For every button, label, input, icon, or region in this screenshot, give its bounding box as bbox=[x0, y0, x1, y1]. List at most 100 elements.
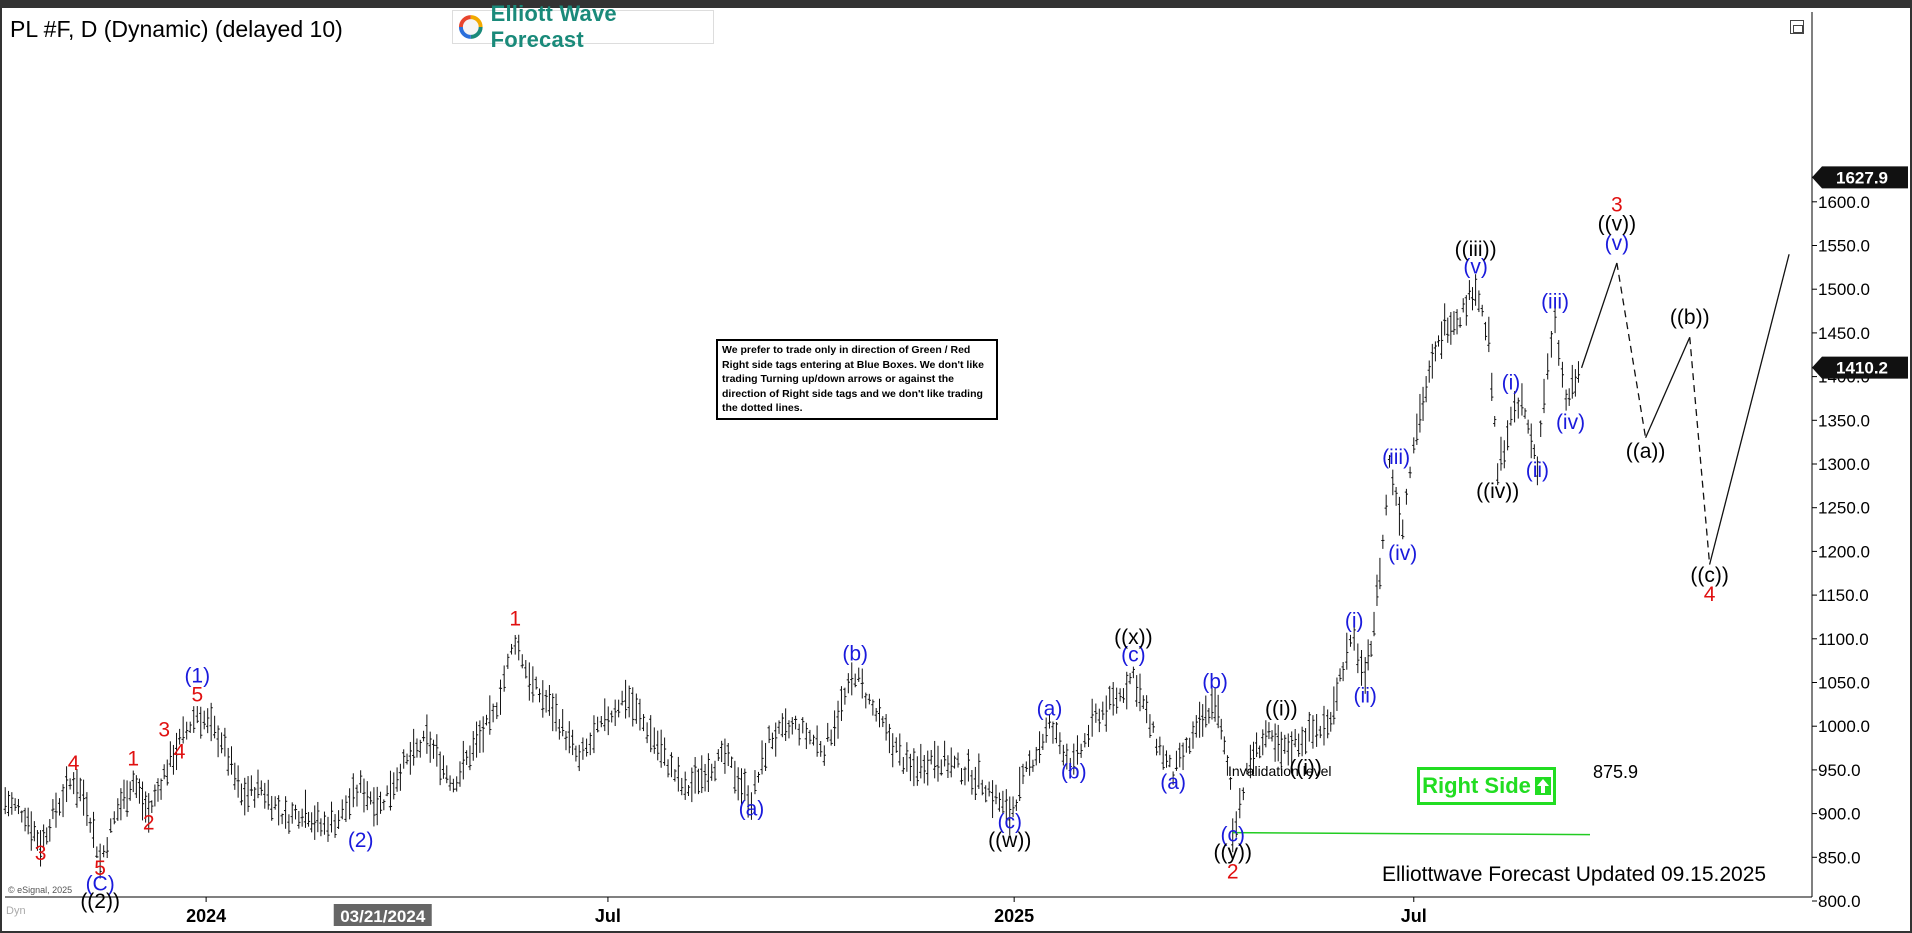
wave-label: 5 bbox=[94, 857, 106, 880]
wave-label: (C) bbox=[86, 873, 115, 896]
max-price-box bbox=[1812, 166, 1908, 189]
right-side-label: Right Side bbox=[1422, 773, 1531, 798]
projection-path bbox=[1580, 254, 1790, 565]
wave-label: (a) bbox=[1037, 698, 1063, 721]
wave-label: (ii) bbox=[1354, 685, 1377, 708]
wave-label: 1 bbox=[127, 748, 139, 771]
wave-label: (c) bbox=[1220, 824, 1245, 847]
wave-label: ((iii)) bbox=[1455, 238, 1497, 261]
copyright: © eSignal, 2025 bbox=[8, 885, 73, 895]
wave-label: (iv) bbox=[1388, 542, 1417, 565]
wave-label: 4 bbox=[1704, 583, 1716, 606]
wave-label: ((x)) bbox=[1114, 626, 1152, 649]
wave-label: (b) bbox=[842, 643, 868, 666]
wave-label: 5 bbox=[191, 684, 203, 707]
y-tick-label: 1600.0 bbox=[1818, 193, 1870, 212]
wave-label: 3 bbox=[1611, 193, 1623, 216]
last-price: 1410.2 bbox=[1812, 356, 1908, 379]
trading-note: We prefer to trade only in direction of … bbox=[716, 339, 998, 420]
cursor-date-label: 03/21/2024 bbox=[340, 907, 426, 926]
x-tick-label: 2024 bbox=[186, 906, 226, 926]
wave-label: (iii) bbox=[1541, 290, 1569, 313]
wave-label: (1) bbox=[184, 665, 210, 688]
logo: Elliott Wave Forecast bbox=[452, 1, 714, 52]
dyn-label: Dyn bbox=[6, 905, 26, 917]
wave-label: 2 bbox=[1227, 860, 1239, 883]
logo-swirl-icon bbox=[458, 15, 483, 39]
y-tick-label: 1100.0 bbox=[1818, 630, 1869, 649]
wave-label: (c) bbox=[997, 810, 1022, 833]
last-price-box bbox=[1812, 356, 1908, 379]
invalidation-line bbox=[1232, 831, 1591, 836]
wave-label: (i) bbox=[1345, 609, 1364, 632]
wave-label: 1 bbox=[509, 608, 521, 631]
wave-label: 2 bbox=[143, 811, 155, 834]
wave-label: (2) bbox=[348, 829, 374, 852]
wave-label: ((i)) bbox=[1289, 756, 1322, 779]
y-tick-label: 900.0 bbox=[1818, 805, 1861, 824]
right-side-tag: Right Side bbox=[1417, 767, 1556, 805]
wave-label: ((a)) bbox=[1626, 440, 1666, 463]
wave-label: (iv) bbox=[1556, 411, 1585, 434]
wave-label: (i) bbox=[1502, 372, 1521, 395]
wave-label: ((i)) bbox=[1265, 698, 1298, 721]
x-tick-label: 2025 bbox=[994, 906, 1034, 926]
wave-label: ((b)) bbox=[1670, 306, 1710, 329]
wave-label: ((v)) bbox=[1598, 213, 1636, 236]
y-tick-label: 1550.0 bbox=[1818, 237, 1870, 256]
x-tick-label: Jul bbox=[1401, 906, 1427, 926]
chart-title: PL #F, D (Dynamic) (delayed 10) bbox=[10, 16, 343, 42]
up-arrow-icon bbox=[1534, 777, 1551, 795]
projection-segment bbox=[1644, 337, 1691, 439]
y-tick-label: 1050.0 bbox=[1818, 674, 1870, 693]
wave-label: 4 bbox=[174, 741, 186, 764]
y-tick-label: 1500.0 bbox=[1818, 280, 1870, 299]
y-tick-label: 1450.0 bbox=[1818, 324, 1870, 343]
wave-label: ((c)) bbox=[1690, 564, 1728, 587]
x-tick-label: Jul bbox=[595, 906, 621, 926]
invalidation-value: 875.9 bbox=[1593, 762, 1639, 782]
cursor-date-box bbox=[333, 904, 432, 926]
last-price-text: 1410.2 bbox=[1836, 359, 1888, 378]
wave-label: ((2)) bbox=[80, 890, 120, 913]
wave-label: 3 bbox=[158, 719, 170, 742]
y-tick-label: 1000.0 bbox=[1818, 717, 1870, 736]
y-tick-label: 1150.0 bbox=[1818, 586, 1869, 605]
max-price: 1627.9 bbox=[1812, 166, 1908, 189]
projection-segment bbox=[1580, 262, 1618, 369]
wave-label: ((iv)) bbox=[1476, 480, 1519, 503]
price-bars bbox=[3, 274, 1581, 879]
logo-text: Elliott Wave Forecast bbox=[490, 1, 617, 52]
axes: 800.0850.0900.0950.01000.01050.01100.011… bbox=[5, 12, 1908, 926]
wave-label: (v) bbox=[1463, 255, 1488, 278]
y-tick-label: 1250.0 bbox=[1818, 499, 1870, 518]
projection-segment bbox=[1708, 254, 1790, 565]
wave-label: (b) bbox=[1061, 761, 1087, 784]
wave-label: ((w)) bbox=[988, 829, 1031, 852]
wave-label: (a) bbox=[739, 797, 765, 820]
y-tick-label: 1350.0 bbox=[1818, 411, 1870, 430]
maximize-button[interactable] bbox=[1790, 20, 1804, 34]
y-tick-label: 850.0 bbox=[1818, 848, 1861, 867]
y-tick-label: 800.0 bbox=[1818, 892, 1861, 911]
wave-label: ((y)) bbox=[1213, 841, 1251, 864]
y-tick-label: 950.0 bbox=[1818, 761, 1861, 780]
wave-label: (ii) bbox=[1526, 459, 1549, 482]
wave-label: (a) bbox=[1160, 771, 1186, 794]
wave-label: (b) bbox=[1202, 671, 1228, 694]
projection-segment bbox=[1616, 262, 1647, 438]
updated-text: Elliottwave Forecast Updated 09.15.2025 bbox=[1382, 863, 1767, 886]
projection-segment bbox=[1689, 337, 1711, 565]
max-price-text: 1627.9 bbox=[1836, 168, 1888, 187]
wave-label: (iii) bbox=[1382, 446, 1410, 469]
y-tick-label: 1200.0 bbox=[1818, 542, 1870, 561]
wave-label: 4 bbox=[68, 752, 80, 775]
wave-label: (v) bbox=[1605, 232, 1630, 255]
invalidation-label: Invalidation level bbox=[1228, 763, 1332, 779]
wave-label: 3 bbox=[35, 842, 47, 865]
wave-label: (c) bbox=[1121, 644, 1146, 667]
wave-labels: 345(C)((2))12345(1)(2)1(a)(b)(c)((w))(a)… bbox=[35, 193, 1729, 913]
y-tick-label: 1300.0 bbox=[1818, 455, 1870, 474]
